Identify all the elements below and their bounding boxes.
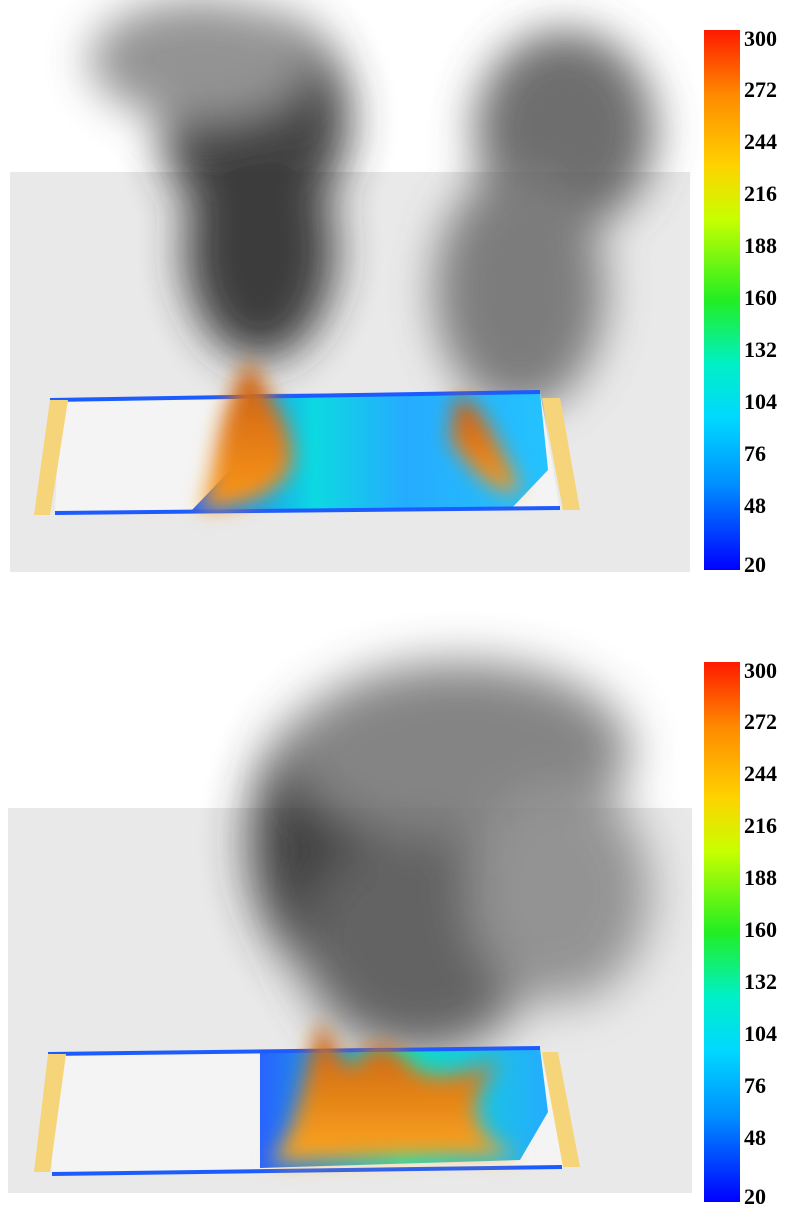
floor-edge-front <box>51 1165 563 1176</box>
tick-label: 244 <box>744 129 777 154</box>
colorbar-ticks: 300 272 244 216 188 160 132 104 76 48 20 <box>744 658 802 1222</box>
tick-label: 20 <box>744 1184 766 1209</box>
tick-label: 160 <box>744 917 777 942</box>
temperature-colorbar <box>704 30 740 570</box>
tick-label: 300 <box>744 26 777 51</box>
tick-label: 104 <box>744 389 777 414</box>
tick-label: 76 <box>744 441 766 466</box>
frame-left <box>34 400 68 515</box>
tick-label: 188 <box>744 233 777 258</box>
tick-label: 300 <box>744 658 777 683</box>
tick-label: 20 <box>744 552 766 577</box>
smoke-plume-right <box>435 30 655 410</box>
colorbar-ticks: 300 272 244 216 188 160 132 104 76 48 20 <box>744 26 802 590</box>
floor-edge-back <box>49 390 541 402</box>
tick-label: 132 <box>744 969 777 994</box>
tick-label: 216 <box>744 813 777 838</box>
floor-edge-front <box>54 506 561 515</box>
fire-smoke-scene-top <box>10 0 690 572</box>
smoke-plume-center <box>250 662 650 1052</box>
fire-smoke-scene-bottom <box>8 662 692 1193</box>
floor-edge-back <box>47 1046 541 1056</box>
frame-right <box>542 398 580 510</box>
tick-label: 132 <box>744 337 777 362</box>
frame-right <box>542 1052 580 1167</box>
tick-label: 272 <box>744 77 777 102</box>
tick-label: 48 <box>744 1125 766 1150</box>
tick-label: 188 <box>744 865 777 890</box>
frame-left <box>34 1054 66 1172</box>
flame-center <box>270 1022 520 1162</box>
tick-label: 76 <box>744 1073 766 1098</box>
tick-label: 244 <box>744 761 777 786</box>
tick-label: 160 <box>744 285 777 310</box>
flame-left <box>200 360 292 510</box>
tick-label: 104 <box>744 1021 777 1046</box>
tick-label: 48 <box>744 493 766 518</box>
tick-label: 216 <box>744 181 777 206</box>
simulation-panel-top: 300 272 244 216 188 160 132 104 76 48 20 <box>0 0 802 600</box>
tick-label: 272 <box>744 709 777 734</box>
smoke-plume-left <box>90 0 350 360</box>
flame-right <box>450 398 520 492</box>
temperature-colorbar <box>704 662 740 1202</box>
simulation-panel-bottom: 300 272 244 216 188 160 132 104 76 48 20 <box>0 612 802 1212</box>
